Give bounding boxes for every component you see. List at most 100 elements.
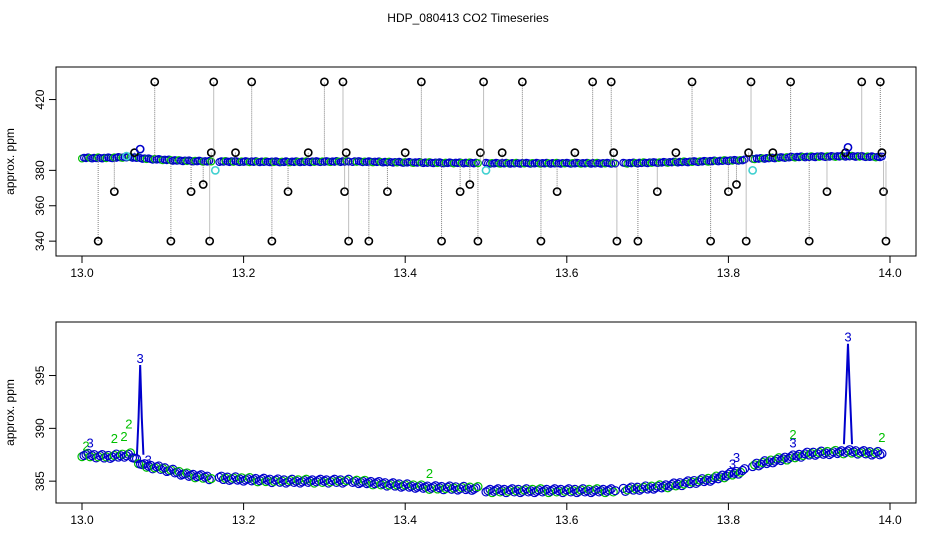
plot-frame	[55, 66, 917, 257]
spike-point	[319, 77, 329, 87]
point-label: 3	[137, 351, 144, 366]
spike-point	[652, 187, 662, 196]
data-point	[764, 457, 774, 467]
spike-point	[247, 77, 257, 87]
point-label: 3	[145, 452, 152, 467]
data-point	[750, 460, 760, 470]
data-point	[792, 451, 802, 461]
spike-point	[205, 236, 215, 246]
x-tick-label: 13.8	[717, 266, 741, 280]
spike-point	[804, 236, 814, 246]
series-points	[77, 151, 886, 168]
point-label: 2	[82, 439, 89, 454]
data-point	[697, 474, 707, 484]
spike-point	[364, 236, 374, 246]
spike-point	[786, 77, 796, 87]
y-tick-label: 385	[33, 471, 47, 491]
x-tick-label: 13.2	[232, 266, 256, 280]
data-point	[608, 487, 618, 497]
data-point	[207, 157, 216, 166]
spike-point	[338, 77, 348, 87]
data-point	[877, 152, 886, 161]
spike-point	[612, 236, 622, 246]
blue-point	[843, 142, 853, 152]
spike-point	[231, 148, 240, 158]
data-point	[877, 449, 887, 459]
y-tick-label: 420	[33, 89, 47, 109]
spike-point	[877, 148, 887, 158]
data-point	[772, 454, 782, 464]
data-point	[737, 465, 748, 476]
chart-title: HDP_080413 CO2 Timeseries	[387, 11, 548, 25]
point-label: 2	[789, 427, 796, 442]
spike-point	[536, 236, 546, 246]
series-points	[77, 445, 887, 498]
spike-point	[303, 148, 313, 158]
cyan-point	[748, 165, 758, 175]
y-tick-label: 380	[33, 160, 47, 180]
spike-point	[881, 236, 891, 246]
point-label: 3	[844, 330, 851, 345]
x-tick-label: 13.6	[555, 513, 579, 527]
spike-point	[744, 148, 753, 158]
spike-point	[166, 236, 176, 246]
spike-point	[732, 180, 741, 189]
spike-point	[687, 77, 697, 87]
cyan-point	[481, 165, 491, 175]
spike-point	[857, 77, 867, 87]
spike-point	[93, 236, 103, 246]
y-tick-label: 340	[33, 231, 47, 251]
plot-frame	[55, 321, 917, 504]
spike-point	[552, 187, 562, 196]
spike-point	[465, 180, 475, 189]
point-label: 2	[125, 416, 132, 431]
x-tick-label: 13.8	[717, 513, 741, 527]
blue-point	[135, 144, 145, 154]
spike-point	[822, 187, 832, 196]
spike-point	[875, 77, 885, 87]
spike-point	[479, 77, 488, 87]
peak-line	[842, 343, 854, 445]
data-point	[731, 466, 742, 477]
data-point	[669, 478, 679, 488]
x-tick-label: 14.0	[878, 266, 902, 280]
point-label: 3	[729, 456, 736, 471]
spike-point	[706, 236, 716, 246]
spike-point	[741, 236, 751, 246]
spike-point	[746, 77, 756, 87]
panel-bottom: 13.0 13.2 13.4 13.6 13.8 14.0 385 390 395 approx.…	[3, 321, 917, 527]
data-point	[802, 447, 812, 457]
y-tick-label: 360	[33, 195, 47, 215]
data-point	[729, 468, 740, 478]
spike-point	[283, 187, 293, 196]
data-point	[683, 476, 693, 486]
spike-point	[267, 236, 277, 246]
data-point	[717, 470, 727, 480]
spike-point	[497, 148, 507, 158]
spike-point	[455, 187, 465, 196]
point-label: 2	[120, 429, 127, 444]
point-label: 2	[426, 466, 433, 481]
data-point	[786, 452, 796, 462]
data-point	[471, 483, 481, 493]
spike-point	[588, 77, 598, 87]
data-point	[709, 473, 719, 483]
spike-point	[109, 187, 119, 196]
point-label: 2	[878, 430, 885, 445]
y-tick-label: 390	[33, 418, 47, 438]
data-point	[740, 155, 749, 164]
y-axis-label: approx. ppm	[3, 128, 17, 195]
data-point	[778, 454, 788, 464]
spike-point	[517, 77, 527, 87]
data-point	[875, 450, 885, 460]
spike-point	[383, 187, 392, 196]
spike-point	[344, 236, 354, 246]
data-point	[758, 457, 768, 468]
spike-point	[570, 148, 580, 158]
y-axis-label: approx. ppm	[3, 379, 17, 446]
spike-point	[671, 148, 681, 158]
x-tick-label: 14.0	[878, 513, 902, 527]
data-point	[780, 452, 790, 462]
